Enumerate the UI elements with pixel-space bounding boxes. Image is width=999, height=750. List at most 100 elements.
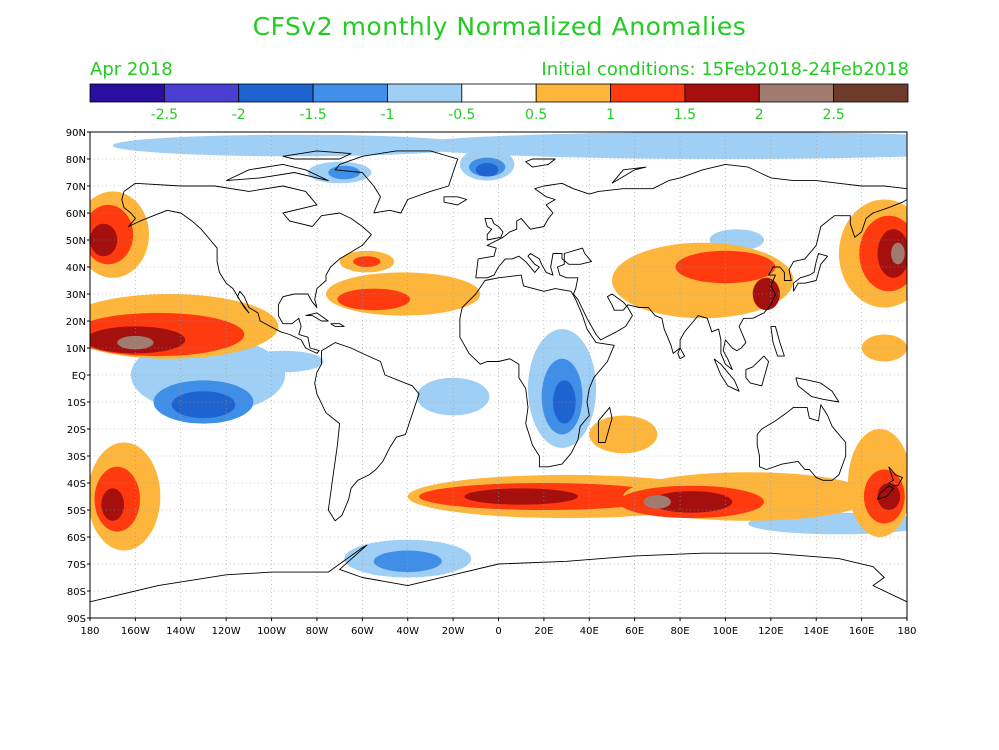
latitude-axis: 90N 80N 70N 60N 50N 40N 30N 20N 10N EQ 10S 20S 30S 40… — [66, 128, 90, 625]
lon-tick-label: 140E — [804, 626, 829, 637]
colorbar-tick-label: -1.5 — [299, 107, 326, 123]
lon-tick-label: 180 — [80, 626, 99, 637]
coastline — [611, 166, 647, 184]
lon-tick-label: 80W — [306, 626, 329, 637]
lat-tick-label: 90N — [66, 128, 86, 139]
lat-tick-label: 10N — [66, 344, 86, 355]
anomaly-region — [328, 165, 361, 180]
coastline — [334, 150, 459, 214]
lon-tick-label: 100W — [257, 626, 286, 637]
lon-tick-label: 120W — [212, 626, 241, 637]
lat-tick-label: 80N — [66, 155, 86, 166]
lat-tick-label: 60S — [67, 533, 86, 544]
colorbar-tick-label: 1 — [606, 107, 615, 123]
lon-tick-label: 60E — [625, 626, 644, 637]
lat-tick-label: 30S — [67, 452, 86, 463]
lon-tick-label: 40E — [580, 626, 599, 637]
lat-tick-label: 70N — [66, 182, 86, 193]
lat-tick-label: 40S — [67, 479, 86, 490]
anomaly-region — [475, 163, 499, 177]
lon-tick-label: 80E — [671, 626, 690, 637]
colorbar-legend: -2.5 -2 -1.5 -1 -0.5 0.5 1 1.5 2 2.5 — [89, 83, 909, 123]
anomaly-region — [643, 495, 671, 509]
lon-tick-label: 100E — [713, 626, 738, 637]
lat-tick-label: EQ — [72, 371, 86, 382]
lon-tick-label: 160W — [121, 626, 150, 637]
colorbar-tick-label: -0.5 — [448, 107, 475, 123]
anomaly-field — [90, 132, 907, 578]
anomaly-region — [877, 483, 901, 510]
longitude-axis: 180 160W 140W 120W 100W 80W 60W 40W 20W 0 20E 40E 60… — [80, 618, 917, 637]
colorbar-tick-label: 0.5 — [525, 107, 547, 123]
coastline — [330, 323, 345, 327]
anomaly-region — [589, 415, 658, 454]
coastline — [745, 355, 770, 387]
anomaly-region — [650, 491, 733, 513]
lon-tick-label: 160E — [849, 626, 874, 637]
colorbar-tick-label: 2.5 — [823, 107, 845, 123]
coastline — [795, 377, 840, 403]
colorbar-box — [833, 83, 909, 103]
coastline — [597, 406, 613, 443]
coastline — [226, 163, 329, 182]
anomaly-region — [242, 350, 324, 373]
valid-month-label: Apr 2018 — [90, 59, 173, 80]
lat-tick-label: 50S — [67, 506, 86, 517]
coastline — [677, 347, 686, 360]
colorbar-tick-label: 1.5 — [674, 107, 696, 123]
coastline — [282, 150, 352, 160]
lat-tick-label: 20N — [66, 317, 86, 328]
lon-tick-label: 120E — [758, 626, 783, 637]
colorbar-tick-label: -2.5 — [151, 107, 178, 123]
lat-tick-label: 70S — [67, 560, 86, 571]
lat-tick-label: 60N — [66, 209, 86, 220]
coastline — [888, 466, 903, 487]
colorbar-labels: -2.5 -2 -1.5 -1 -0.5 0.5 1 1.5 2 2.5 — [151, 107, 845, 123]
anomaly-region — [373, 550, 442, 573]
map-title: CFSv2 monthly Normalized Anomalies — [252, 12, 747, 41]
lat-tick-label: 40N — [66, 263, 86, 274]
coastline — [770, 325, 785, 357]
lon-tick-label: 20E — [534, 626, 553, 637]
lon-tick-label: 140W — [166, 626, 195, 637]
coastline — [459, 274, 615, 468]
coastline — [314, 342, 420, 522]
lat-tick-label: 30N — [66, 290, 86, 301]
coastline — [525, 158, 556, 168]
lat-tick-label: 90S — [67, 614, 86, 625]
anomaly-region — [112, 134, 476, 157]
anomaly-region — [891, 242, 905, 265]
colorbar-tick-label: 2 — [755, 107, 764, 123]
anomaly-region — [90, 223, 118, 257]
lat-tick-label: 20S — [67, 425, 86, 436]
dotted-graticule — [90, 132, 907, 618]
coastline — [793, 253, 829, 292]
lat-tick-label: 80S — [67, 587, 86, 598]
anomaly-region — [675, 250, 776, 284]
anomaly-region — [117, 335, 154, 350]
lon-tick-label: 0 — [495, 626, 501, 637]
lon-tick-label: 60W — [351, 626, 374, 637]
coastline — [713, 358, 740, 392]
coastline — [305, 312, 329, 322]
lon-tick-label: 40W — [396, 626, 419, 637]
anomaly-region — [171, 391, 236, 419]
coastline — [443, 196, 468, 206]
colorbar-tick-label: -2 — [232, 107, 246, 123]
anomaly-region — [407, 132, 907, 159]
colorbar-boxes — [89, 83, 909, 103]
coastline — [90, 544, 907, 603]
coastlines — [90, 150, 907, 603]
anomaly-region — [101, 488, 125, 521]
anomaly-region — [861, 334, 907, 362]
coastline — [756, 404, 847, 481]
lon-tick-label: 180 — [897, 626, 916, 637]
lon-tick-label: 20W — [442, 626, 465, 637]
anomaly-region — [464, 488, 578, 505]
anomaly-region — [353, 256, 381, 267]
coastline — [121, 182, 372, 354]
initial-conditions-label: Initial conditions: 15Feb2018-24Feb2018 — [541, 59, 909, 80]
anomaly-region — [552, 380, 576, 424]
coastline — [877, 485, 894, 500]
